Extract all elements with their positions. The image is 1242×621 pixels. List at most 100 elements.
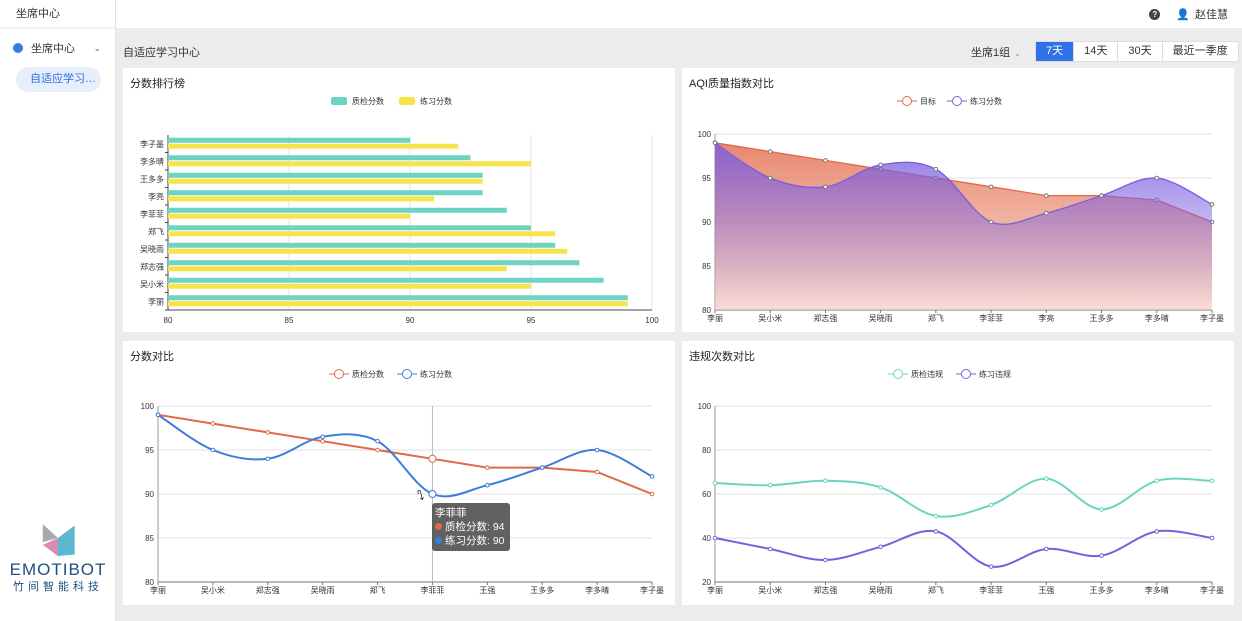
legend-marker	[902, 96, 912, 106]
legend-label: 目标	[920, 96, 936, 106]
data-point	[823, 158, 828, 163]
y-tick-label: 王多多	[140, 174, 164, 184]
data-point	[712, 535, 718, 541]
mouse-cursor-icon: ⭛	[417, 488, 425, 503]
y-tick-label: 吴小米	[140, 279, 164, 289]
data-point	[1154, 175, 1160, 181]
data-point	[1209, 202, 1215, 207]
y-tick-label: 郑飞	[148, 226, 164, 236]
x-tick-label: 李菲菲	[979, 585, 1003, 595]
y-tick-label: 100	[698, 402, 712, 411]
range-7d[interactable]: 7天	[1036, 42, 1074, 61]
legend-label: 练习违规	[979, 369, 1011, 379]
tooltip-row: 练习分数: 90	[445, 535, 505, 547]
x-tick-label: 王多多	[530, 585, 554, 595]
aqi-chart: 目标 练习分数 80 85 90 95 100 李丽 吴小米 郑志强 吴晓雨 郑飞 李菲菲 李亮 王多多 李多…	[698, 96, 1224, 323]
x-tick-label: 李多晴	[1145, 585, 1169, 595]
data-point	[988, 502, 994, 508]
data-point	[823, 557, 828, 563]
bar-quality	[168, 295, 628, 301]
data-point	[485, 482, 490, 488]
data-point	[485, 465, 490, 470]
data-point	[428, 454, 437, 463]
x-tick-label: 李丽	[707, 313, 723, 323]
data-point	[767, 149, 773, 154]
chart-tooltip: 李菲菲 质检分数: 94 练习分数: 90	[432, 503, 510, 551]
series-area	[715, 142, 1212, 310]
y-tick-label: 80	[702, 446, 711, 455]
legend-marker	[961, 369, 971, 379]
bar-practice	[168, 143, 459, 149]
user-name[interactable]: 赵佳慧	[1195, 9, 1228, 21]
y-tick-label: 李菲菲	[140, 209, 164, 219]
group-select[interactable]: 坐席1组 ⌄	[971, 44, 1021, 60]
data-point	[1044, 193, 1049, 198]
bar-quality	[168, 137, 410, 143]
data-point	[428, 490, 437, 498]
data-point	[1209, 478, 1215, 484]
card-violations: 质检违规 练习违规 20 40 60 80 100 李丽 吴小米 郑志强 吴晓雨 郑飞 李菲菲 王强 王多多…	[682, 341, 1234, 605]
x-tick-label: 李菲菲	[420, 585, 444, 595]
breadcrumb: 自适应学习中心	[123, 47, 200, 59]
range-14d[interactable]: 14天	[1073, 42, 1117, 61]
score-ranking-chart: 质检分数 练习分数 80 85 90 95 100 李丽 吴小米 郑志强 吴晓雨 郑飞 李菲菲 李亮 王多多…	[140, 96, 659, 325]
x-tick-label: 郑飞	[370, 585, 386, 595]
legend-label: 质检分数	[352, 369, 384, 379]
x-tick-label: 郑志强	[256, 585, 280, 595]
data-point	[210, 447, 216, 453]
x-tick-label: 郑飞	[928, 313, 944, 323]
x-tick-label: 郑志强	[813, 313, 837, 323]
x-tick-label: 吴小米	[201, 585, 225, 595]
x-tick-label: 95	[527, 316, 536, 325]
bar-practice	[168, 196, 435, 202]
legend-label: 练习分数	[970, 96, 1002, 106]
bar-practice	[168, 178, 483, 184]
card-score-compare: 质检分数 练习分数 80 85 90 95 100 李丽 吴小米 郑志强 吴晓雨 郑飞 李菲菲 王强 王多多…	[123, 341, 675, 605]
y-tick-label: 85	[145, 534, 154, 543]
x-tick-label: 吴晓雨	[311, 585, 335, 595]
brand-title: 坐席中心	[0, 0, 115, 28]
range-30d[interactable]: 30天	[1117, 42, 1161, 61]
bar-quality	[168, 225, 531, 231]
data-point	[878, 485, 883, 490]
y-tick-label: 李丽	[148, 296, 164, 306]
data-point	[1044, 546, 1049, 552]
y-tick-label: 100	[141, 402, 155, 411]
y-tick-label: 90	[702, 218, 711, 227]
emotibot-logo: EMOTIBOT 竹间智能科技	[6, 520, 110, 595]
bar-practice	[168, 231, 556, 237]
tooltip-title: 李菲菲	[435, 507, 467, 519]
data-point	[767, 175, 773, 181]
x-tick-label: 李子墨	[640, 585, 664, 595]
series-line	[157, 413, 653, 495]
group-select-value: 坐席1组	[971, 47, 1011, 59]
series-line	[714, 142, 1213, 225]
legend-marker	[893, 369, 903, 379]
logo-name: EMOTIBOT	[9, 560, 107, 579]
sidebar-menu-seat-center[interactable]: 坐席中心 ⌄	[0, 29, 115, 67]
data-point	[767, 546, 773, 552]
range-quarter[interactable]: 最近一季度	[1161, 42, 1238, 61]
data-point	[539, 465, 545, 470]
x-tick-label: 100	[645, 316, 659, 325]
y-tick-label: 20	[702, 578, 711, 587]
x-tick-label: 李子墨	[1200, 313, 1224, 323]
x-tick-label: 吴晓雨	[869, 313, 893, 323]
menu-label: 坐席中心	[31, 43, 75, 55]
x-tick-label: 吴小米	[758, 313, 782, 323]
x-tick-label: 李子墨	[1200, 585, 1224, 595]
y-tick-label: 80	[145, 578, 154, 587]
y-tick-label: 吴晓雨	[140, 244, 164, 254]
data-point	[988, 564, 994, 569]
y-tick-label: 李子墨	[140, 139, 164, 149]
bar-practice	[168, 301, 628, 307]
bar-quality	[168, 242, 556, 248]
data-point	[320, 438, 325, 444]
bar-quality	[168, 190, 483, 196]
card-score-ranking: 质检分数 练习分数 80 85 90 95 100 李丽 吴小米 郑志强 吴晓雨 郑飞 李菲菲 李亮 王多多…	[123, 68, 675, 332]
legend-label: 练习分数	[420, 96, 452, 106]
sidebar-item-adaptive-learning[interactable]: 自适应学习中心	[16, 67, 101, 92]
help-circle-icon[interactable]: ?	[1149, 8, 1161, 20]
legend-marker	[402, 369, 412, 379]
data-point	[878, 162, 883, 168]
